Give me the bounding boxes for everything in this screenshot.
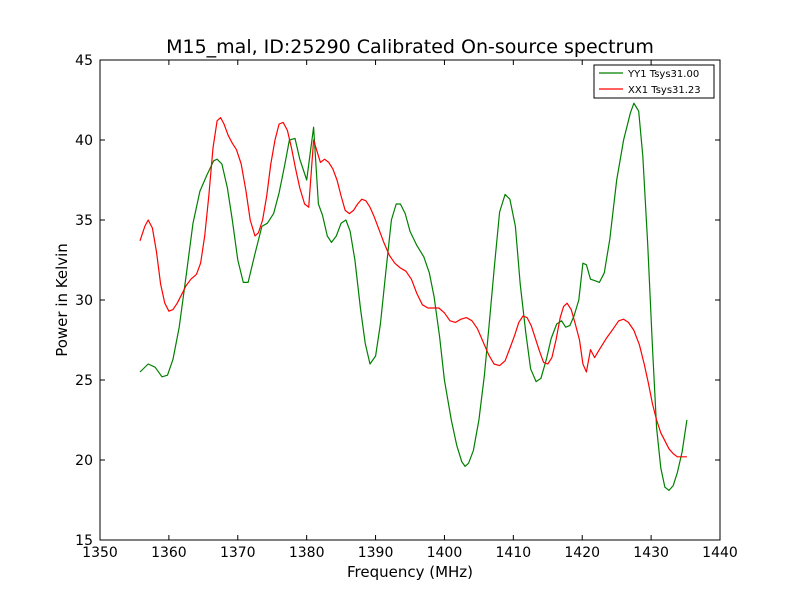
x-tick-label: 1390 (358, 545, 394, 561)
y-tick-label: 20 (75, 453, 93, 469)
x-tick-label: 1380 (289, 545, 325, 561)
series-line-2 (139, 116, 687, 458)
chart-title: M15_mal, ID:25290 Calibrated On-source s… (166, 36, 654, 58)
legend-label-2: XX1 Tsys31.23 (628, 85, 701, 96)
x-tick-label: 1360 (151, 545, 187, 561)
y-tick-label: 15 (75, 533, 93, 549)
x-tick-label: 1350 (82, 545, 118, 561)
y-tick-label: 25 (75, 373, 93, 389)
x-tick-label: 1410 (496, 545, 532, 561)
y-tick-label: 35 (75, 213, 93, 229)
series-line-1 (139, 102, 688, 491)
x-tick-label: 1420 (564, 545, 600, 561)
legend-box (593, 64, 715, 99)
y-tick-label: 30 (75, 293, 93, 309)
plot-area-frame (99, 59, 721, 541)
y-tick-label: 40 (75, 133, 93, 149)
legend-label-1: YY1 Tsys31.00 (627, 69, 699, 80)
x-tick-label: 1400 (427, 545, 463, 561)
x-tick-label: 1440 (702, 545, 738, 561)
legend: YY1 Tsys31.00 XX1 Tsys31.23 (593, 64, 715, 99)
x-axis-label: Frequency (MHz) (347, 563, 473, 581)
y-tick-label: 45 (75, 53, 93, 69)
axis-ticks: 1350 1360 1370 1380 1390 1400 1410 1420 1430 1440… (75, 53, 738, 561)
x-tick-label: 1430 (633, 545, 669, 561)
y-axis-label: Power in Kelvin (53, 243, 71, 357)
x-tick-label: 1370 (220, 545, 256, 561)
series-lines (139, 102, 688, 491)
